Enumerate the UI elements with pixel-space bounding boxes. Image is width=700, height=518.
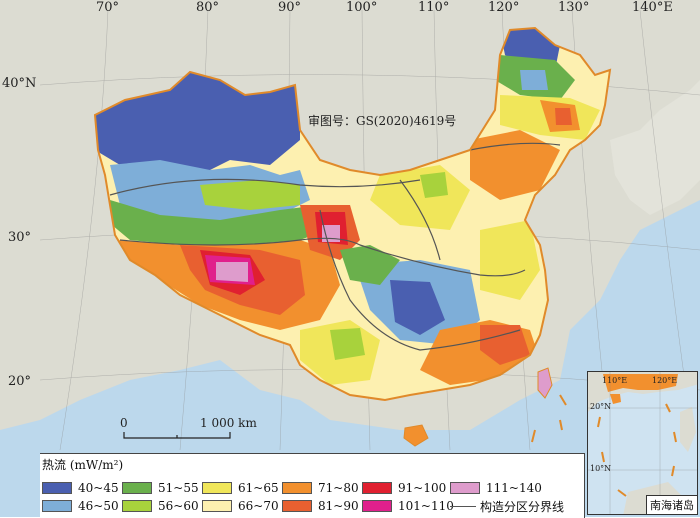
legend-swatch bbox=[122, 500, 152, 512]
approval-number: 审图号：GS(2020)4619号 bbox=[308, 114, 457, 128]
tectonic-division-lines bbox=[109, 142, 561, 351]
legend-label: 40~45 bbox=[78, 481, 119, 495]
lat-label-40: 40°N bbox=[2, 76, 37, 91]
taiwan-heatflow bbox=[537, 367, 553, 399]
legend-title: 热流 (mW/m²) bbox=[42, 458, 124, 472]
lon-label-130: 130° bbox=[558, 0, 590, 15]
inset-map bbox=[588, 372, 697, 514]
inset-title: 南海诸岛 bbox=[646, 495, 697, 514]
scale-distance: 1 000 km bbox=[200, 416, 257, 430]
legend-label: 81~90 bbox=[318, 499, 359, 513]
zone-61-65-southeast bbox=[480, 220, 540, 300]
zone-56-60-north bbox=[420, 172, 448, 198]
legend-swatch bbox=[42, 482, 72, 494]
zone-81-90-south bbox=[480, 325, 530, 365]
scale-zero: 0 bbox=[120, 416, 128, 430]
legend-item: 40~45 bbox=[42, 481, 119, 495]
legend-item: 51~55 bbox=[122, 481, 199, 495]
legend: 热流 (mW/m²) 40~45 46~50 51~55 56~60 61~65… bbox=[40, 453, 585, 518]
zone-51-55-band bbox=[110, 200, 340, 245]
lon-label-80: 80° bbox=[196, 0, 220, 15]
legend-swatch bbox=[362, 482, 392, 494]
legend-line-swatch bbox=[450, 505, 476, 507]
legend-item: 101~110 bbox=[362, 499, 454, 513]
legend-item: 111~140 bbox=[450, 481, 542, 495]
inset-lat-20: 20°N bbox=[590, 402, 612, 411]
legend-swatch bbox=[282, 500, 312, 512]
lon-label-140: 140°E bbox=[632, 0, 673, 15]
zone-56-60-band bbox=[200, 180, 300, 210]
legend-item: 71~80 bbox=[282, 481, 359, 495]
legend-item: 66~70 bbox=[202, 499, 279, 513]
legend-label: 构造分区分界线 bbox=[480, 499, 565, 514]
inset-hainan bbox=[610, 394, 621, 404]
legend-label: 101~110 bbox=[398, 499, 454, 513]
legend-item: 91~100 bbox=[362, 481, 446, 495]
inset-graticule bbox=[588, 372, 697, 514]
legend-label: 66~70 bbox=[238, 499, 279, 513]
legend-label: 56~60 bbox=[158, 499, 199, 513]
legend-label: 111~140 bbox=[486, 481, 542, 495]
legend-label: 71~80 bbox=[318, 481, 359, 495]
zone-71-80-east bbox=[470, 130, 560, 200]
lon-label-90: 90° bbox=[278, 0, 302, 15]
outside-land-korea-japan bbox=[610, 80, 700, 215]
legend-swatch bbox=[362, 500, 392, 512]
legend-item-tectonic-line: 构造分区分界线 bbox=[450, 499, 565, 514]
legend-item: 81~90 bbox=[282, 499, 359, 513]
zone-40-45-central bbox=[390, 280, 445, 335]
inset-philippines bbox=[680, 407, 696, 452]
legend-swatch bbox=[450, 482, 480, 494]
lon-label-70: 70° bbox=[96, 0, 120, 15]
legend-swatch bbox=[202, 482, 232, 494]
legend-swatch bbox=[122, 482, 152, 494]
legend-swatch bbox=[42, 500, 72, 512]
south-china-sea-inset: 110°E 120°E 20°N 10°N 南海诸岛 bbox=[587, 371, 698, 515]
china-border bbox=[93, 26, 612, 402]
legend-label: 51~55 bbox=[158, 481, 199, 495]
legend-swatch bbox=[282, 482, 312, 494]
lon-label-100: 100° bbox=[346, 0, 378, 15]
zone-56-60-southwest bbox=[330, 328, 365, 360]
lon-label-110: 110° bbox=[418, 0, 450, 15]
legend-item: 61~65 bbox=[202, 481, 279, 495]
legend-item: 56~60 bbox=[122, 499, 199, 513]
lat-label-20: 20° bbox=[8, 374, 32, 389]
scale-bar bbox=[123, 432, 231, 439]
maritime-boundary bbox=[531, 394, 567, 443]
inset-lon-110: 110°E bbox=[602, 376, 628, 385]
legend-label: 46~50 bbox=[78, 499, 119, 513]
zone-51-55-central bbox=[340, 245, 400, 285]
legend-item: 46~50 bbox=[42, 499, 119, 513]
zone-111-140-tibet bbox=[216, 262, 248, 282]
hainan-heatflow bbox=[403, 424, 429, 447]
inset-china-coast bbox=[603, 374, 678, 392]
lon-label-120: 120° bbox=[488, 0, 520, 15]
legend-swatch bbox=[202, 500, 232, 512]
lat-label-30: 30° bbox=[8, 230, 32, 245]
legend-label: 61~65 bbox=[238, 481, 279, 495]
zone-81-90-northeast bbox=[555, 108, 572, 125]
inset-lon-120: 120°E bbox=[652, 376, 678, 385]
zone-46-50-northeast bbox=[520, 70, 548, 90]
inset-lat-10: 10°N bbox=[590, 464, 612, 473]
legend-label: 91~100 bbox=[398, 481, 447, 495]
